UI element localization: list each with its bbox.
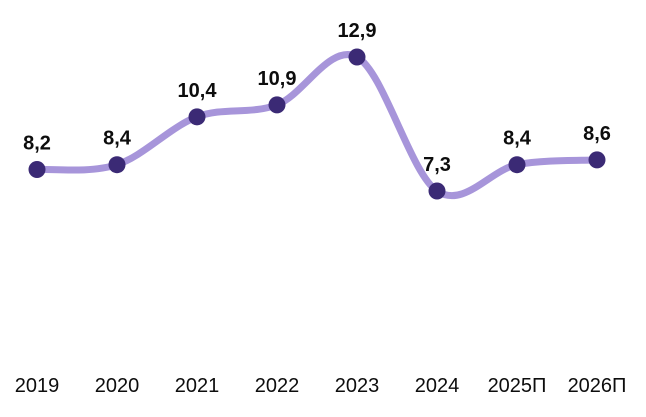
value-label-2023: 12,9: [338, 20, 377, 42]
value-label-2019: 8,2: [23, 133, 51, 155]
data-point-2026П: [588, 151, 606, 169]
x-axis-label-2025П: 2025П: [488, 375, 547, 397]
x-axis-label-2020: 2020: [95, 375, 140, 397]
value-label-2024: 7,3: [423, 154, 451, 176]
data-point-2023: [348, 48, 366, 66]
line-series: [33, 51, 601, 200]
value-label-2020: 8,4: [103, 128, 132, 150]
x-axis-label-2026П: 2026П: [568, 375, 627, 397]
data-point-2025П: [508, 156, 526, 174]
data-point-2024: [428, 182, 446, 200]
value-label-2026П: 8,6: [583, 123, 611, 145]
value-label-2021: 10,4: [178, 80, 218, 102]
x-axis-label-2021: 2021: [175, 375, 220, 397]
x-axis-label-2019: 2019: [15, 375, 60, 397]
x-axis-label-2023: 2023: [335, 375, 380, 397]
data-point-2020: [108, 156, 126, 174]
x-axis-label-2022: 2022: [255, 375, 300, 397]
value-label-2025П: 8,4: [503, 128, 532, 150]
data-point-2019: [28, 160, 46, 178]
x-axis-label-2024: 2024: [415, 375, 460, 397]
data-point-2022: [268, 96, 286, 114]
data-point-2021: [188, 108, 206, 126]
value-label-2022: 10,9: [258, 68, 297, 90]
